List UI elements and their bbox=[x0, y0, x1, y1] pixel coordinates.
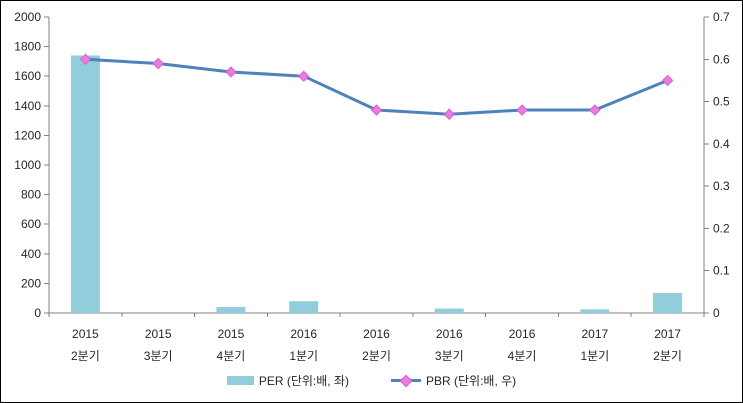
y-axis-left-label: 800 bbox=[21, 188, 41, 202]
per-bar bbox=[216, 307, 246, 313]
y-axis-left-label: 1000 bbox=[14, 158, 41, 172]
y-axis-right-label: 0.4 bbox=[713, 137, 730, 151]
pbr-diamond-marker-icon bbox=[399, 374, 413, 387]
y-axis-right-label: 0.5 bbox=[713, 95, 730, 109]
x-axis-label-quarter: 4분기 bbox=[508, 349, 537, 363]
pbr-marker-diamond-icon bbox=[516, 104, 528, 116]
per-bar bbox=[580, 309, 610, 313]
x-axis-label-quarter: 4분기 bbox=[217, 349, 246, 363]
x-axis-label-year: 2016 bbox=[509, 327, 536, 341]
x-axis-label-year: 2017 bbox=[654, 327, 681, 341]
y-axis-right-label: 0.7 bbox=[713, 10, 730, 24]
y-axis-right-label: 0.6 bbox=[713, 52, 730, 66]
pbr-marker-diamond-icon bbox=[298, 70, 310, 82]
y-axis-right-label: 0 bbox=[713, 306, 720, 320]
x-axis-label-quarter: 2분기 bbox=[71, 349, 100, 363]
y-axis-left-label: 200 bbox=[21, 276, 41, 290]
x-axis-label-quarter: 3분기 bbox=[144, 349, 173, 363]
x-axis-label-year: 2016 bbox=[436, 327, 463, 341]
pbr-marker-diamond-icon bbox=[79, 53, 92, 65]
pbr-line-swatch-icon bbox=[391, 374, 421, 387]
pbr-marker-diamond-icon bbox=[443, 108, 455, 120]
x-axis-label-quarter: 1분기 bbox=[289, 349, 318, 363]
y-axis-left-label: 1400 bbox=[14, 99, 41, 113]
y-axis-left-label: 600 bbox=[21, 217, 41, 231]
y-axis-left-label: 1800 bbox=[14, 40, 41, 54]
legend-item-pbr: PBR (단위:배, 우) bbox=[391, 372, 516, 389]
legend-label-per: PER (단위:배, 좌) bbox=[258, 374, 349, 388]
per-bar-swatch-icon bbox=[226, 376, 254, 385]
y-axis-left-label: 2000 bbox=[14, 10, 41, 24]
y-axis-right-label: 0.3 bbox=[713, 179, 730, 193]
x-axis-label-quarter: 2분기 bbox=[653, 349, 682, 363]
per-bar bbox=[653, 293, 683, 313]
y-axis-right-label: 0.1 bbox=[713, 264, 730, 278]
legend-label-pbr: PBR (단위:배, 우) bbox=[426, 374, 517, 388]
x-axis-label-quarter: 3분기 bbox=[435, 349, 464, 363]
x-axis-label-year: 2017 bbox=[581, 327, 608, 341]
y-axis-left-label: 400 bbox=[21, 247, 41, 261]
y-axis-right-label: 0.2 bbox=[713, 221, 730, 235]
per-bar bbox=[70, 55, 100, 313]
y-axis-left-label: 0 bbox=[34, 306, 41, 320]
pbr-marker-diamond-icon bbox=[370, 104, 383, 116]
per-bar bbox=[434, 308, 464, 313]
pbr-marker-diamond-icon bbox=[589, 104, 601, 116]
x-axis-label-year: 2015 bbox=[145, 327, 172, 341]
chart-legend: PER (단위:배, 좌) PBR (단위:배, 우) bbox=[1, 372, 742, 389]
x-axis-label-year: 2015 bbox=[72, 327, 99, 341]
pbr-marker-diamond-icon bbox=[225, 66, 237, 78]
x-axis-label-quarter: 2분기 bbox=[362, 349, 391, 363]
x-axis-label-quarter: 1분기 bbox=[580, 349, 609, 363]
x-axis-label-year: 2016 bbox=[363, 327, 390, 341]
per-bar bbox=[289, 301, 319, 313]
x-axis-label-year: 2015 bbox=[218, 327, 245, 341]
x-axis-label-year: 2016 bbox=[290, 327, 317, 341]
pbr-marker-diamond-icon bbox=[152, 57, 164, 70]
y-axis-left-label: 1200 bbox=[14, 128, 41, 142]
y-axis-left-label: 1600 bbox=[14, 69, 41, 83]
legend-item-per: PER (단위:배, 좌) bbox=[226, 372, 349, 389]
pbr-marker-diamond-icon bbox=[661, 74, 674, 87]
